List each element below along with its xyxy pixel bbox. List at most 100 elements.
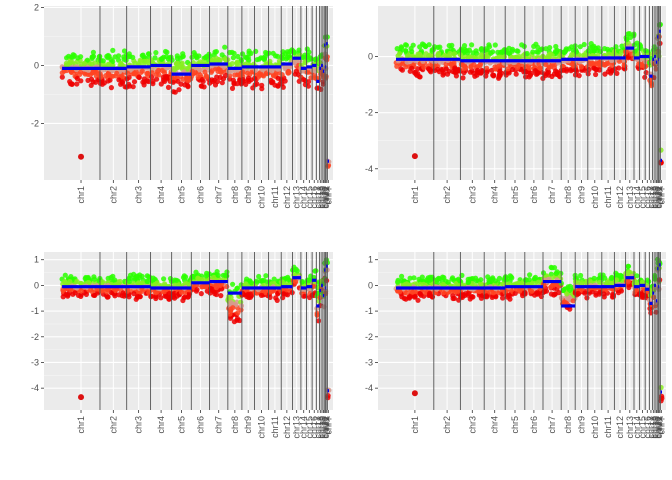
data-point (210, 78, 216, 85)
data-point (610, 292, 617, 298)
data-point (404, 53, 410, 60)
data-point (325, 163, 331, 169)
data-point (88, 82, 94, 88)
data-point (573, 49, 580, 55)
data-point (293, 68, 299, 74)
x-tick-label: chrY (656, 416, 666, 435)
x-tick-label: chr11 (603, 186, 613, 208)
data-point (436, 276, 442, 282)
x-tick-label: chr16 (309, 186, 319, 209)
data-point (399, 61, 405, 67)
data-point (526, 277, 532, 283)
data-point (305, 79, 312, 85)
panel-top-left: 2 0 -2 chr1 chr2 chr3 chr4 chr5 chr6 chr7 chr8 chr9… (31, 2, 333, 208)
data-point (107, 77, 113, 83)
y-tick-label: 0 (368, 280, 373, 290)
y-tick-label: 1 (34, 255, 39, 265)
data-point (447, 50, 453, 57)
data-point (496, 63, 502, 69)
y-tick-label: -3 (365, 357, 373, 367)
data-point (440, 72, 446, 78)
data-point (77, 71, 83, 77)
data-point (150, 81, 156, 87)
x-tick-label: chr7 (547, 416, 557, 434)
data-point (411, 70, 418, 76)
data-point (136, 74, 142, 80)
data-point (497, 72, 503, 78)
data-point (229, 85, 236, 91)
panel-top-right: 0 -2 -4 chr1 chr2 chr3 chr4 chr5 chr6 chr7 chr8 chr… (365, 6, 666, 209)
x-tick-label: chr1 (76, 186, 86, 204)
data-point (407, 275, 413, 281)
data-point (134, 294, 141, 300)
data-point (399, 278, 405, 284)
data-point (280, 84, 286, 90)
data-point (311, 274, 317, 280)
data-point (564, 291, 570, 297)
x-tick-label: chr20 (319, 416, 329, 439)
outlier-point (411, 390, 418, 397)
data-point (246, 48, 252, 54)
y-tick-label: -4 (31, 383, 39, 393)
data-point (299, 278, 305, 285)
data-point (527, 272, 533, 278)
data-point (417, 44, 423, 50)
data-point (84, 57, 90, 63)
data-point (156, 72, 162, 78)
data-point (203, 273, 209, 279)
x-tick-label: chr15 (304, 416, 314, 439)
data-point (202, 55, 209, 61)
x-tick-label: chr8 (563, 416, 573, 434)
data-point (632, 289, 638, 295)
data-point (467, 69, 473, 75)
data-point (415, 297, 421, 303)
data-point (180, 274, 187, 281)
x-tick-label: chr5 (510, 416, 520, 434)
data-point (498, 49, 504, 55)
data-point (409, 65, 415, 71)
data-point (254, 81, 260, 87)
x-tick-label: chr18 (315, 186, 325, 209)
data-point (152, 282, 158, 288)
data-point (144, 58, 150, 64)
data-point (624, 37, 630, 43)
data-point (304, 277, 310, 283)
data-point (217, 67, 223, 73)
data-point (263, 273, 269, 279)
x-tick-label: chr4 (490, 186, 500, 204)
x-tick-label: chr9 (577, 416, 587, 434)
data-point (175, 78, 181, 84)
data-point (488, 50, 494, 56)
data-point (217, 74, 223, 80)
data-point (560, 287, 566, 294)
data-point (239, 69, 246, 75)
data-point (245, 54, 251, 60)
data-point (281, 291, 287, 297)
x-tick-label: chr7 (214, 416, 224, 434)
data-point (294, 268, 300, 274)
data-point (114, 70, 120, 76)
data-point (461, 70, 467, 76)
data-point (578, 272, 584, 279)
data-point (618, 49, 625, 55)
x-tick-label: chr11 (270, 416, 280, 438)
data-point (625, 263, 631, 269)
data-point (535, 279, 542, 285)
data-point (469, 42, 475, 48)
x-tick-label: chrX (322, 416, 332, 435)
data-point (89, 61, 95, 67)
x-tick-label: chrY (323, 416, 333, 435)
y-tick-label: -2 (31, 118, 39, 128)
data-point (130, 54, 136, 61)
x-tick-label: chr9 (243, 186, 253, 204)
data-point (179, 54, 186, 60)
x-tick-label: chrX (322, 186, 332, 205)
data-point (476, 288, 483, 295)
data-point (634, 273, 640, 279)
data-point (541, 71, 547, 77)
data-point (227, 311, 233, 317)
data-point (435, 52, 441, 58)
x-tick-label: chr9 (243, 416, 253, 434)
data-point (556, 290, 562, 296)
x-tick-label: chr14 (299, 186, 309, 209)
